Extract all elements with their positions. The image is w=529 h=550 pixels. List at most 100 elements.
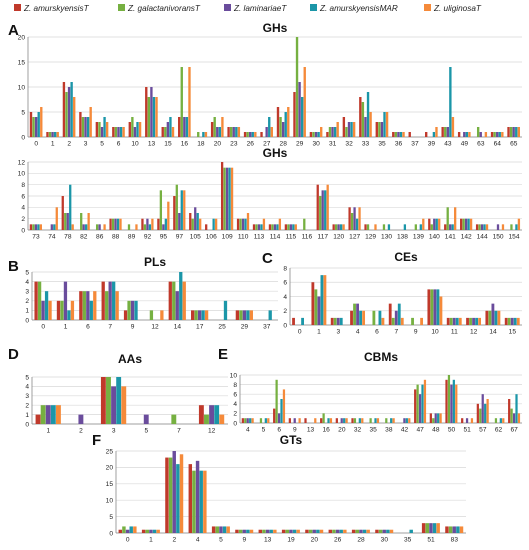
bar [241,218,245,230]
bar [449,317,453,326]
bar [55,207,58,230]
bar [260,224,263,230]
bar [421,384,424,423]
x-tick-label: 3 [112,428,116,435]
bar [152,97,156,137]
bar [485,310,489,325]
x-tick-label: 18 [197,141,205,148]
bar [351,529,356,533]
bar [37,112,40,137]
legend-label: Z. amurskyensisT [24,4,89,13]
bar [179,454,184,533]
bar [168,281,172,320]
bar [73,97,76,137]
y-tick-label: 10 [18,84,26,91]
bar [314,418,317,423]
bar [362,310,366,325]
bar [364,117,367,137]
y-tick-label: 10 [106,498,114,505]
bar [439,413,442,423]
legend-item-z-laminariae-t: Z. laminariaeT [224,2,286,16]
bar [183,117,186,137]
bar [374,224,377,230]
bar [375,529,379,533]
bar [430,224,433,230]
x-tick-label: 57 [479,427,487,434]
bar [303,67,306,137]
bar [39,224,42,230]
bar [108,281,112,320]
bar [270,127,273,137]
bar [308,529,313,533]
x-tick-label: 10 [131,141,139,148]
bar [281,122,285,137]
bar [305,529,309,533]
bar [322,413,325,423]
legend-label: Z. uliginosaT [434,4,481,13]
bar [70,82,73,137]
x-tick-label: 97 [176,234,184,241]
bar [199,470,203,533]
bar [168,457,173,533]
bar [209,405,215,424]
bar [197,310,202,320]
bar [204,414,209,424]
x-tick-label: 15 [164,141,172,148]
bar [374,418,377,423]
bar [304,418,307,423]
bar [515,127,518,137]
bar [34,224,38,230]
x-tick-label: 9 [131,324,135,331]
bar [182,281,186,320]
bar [498,132,501,137]
bar [463,132,466,137]
bar [475,224,479,230]
bar [196,213,199,230]
x-tick-label: 51 [427,537,435,544]
bar [387,224,391,230]
chart-title: AAs [118,352,142,366]
bar [432,418,435,423]
bar [485,224,489,230]
bar [56,300,61,320]
x-tick-label: 64 [494,141,502,148]
bar [369,418,372,423]
bar [517,413,521,423]
x-tick-label: 95 [160,234,168,241]
x-tick-label: 5 [100,141,104,148]
bar [339,317,343,326]
x-tick-label: 0 [298,329,302,336]
x-tick-label: 0 [126,537,130,544]
x-tick-label: 5 [219,537,223,544]
bar [392,132,395,137]
bar [455,317,459,326]
panel-letter-e: E [218,346,229,363]
bar [333,317,337,326]
bar [66,213,69,230]
x-tick-label: 139 [413,234,424,241]
bar [452,317,456,326]
bar [257,224,261,230]
bar [512,413,516,423]
x-tick-label: 106 [206,234,217,241]
bar [378,529,383,533]
bar [188,67,191,137]
bar [517,218,521,230]
x-tick-label: 20 [311,537,319,544]
bar [311,282,315,325]
y-tick-label: 10 [230,372,238,379]
bar [294,224,297,230]
bar [87,213,90,230]
x-tick-label: 5 [144,428,148,435]
bar [321,190,324,230]
bar [394,132,398,137]
bar [244,418,247,423]
bar [55,405,61,424]
bar [435,218,438,230]
bar [249,529,254,533]
bar [156,529,160,533]
bar [191,218,194,230]
x-tick-label: 154 [509,234,520,241]
bar [95,224,99,230]
bar [339,529,343,533]
